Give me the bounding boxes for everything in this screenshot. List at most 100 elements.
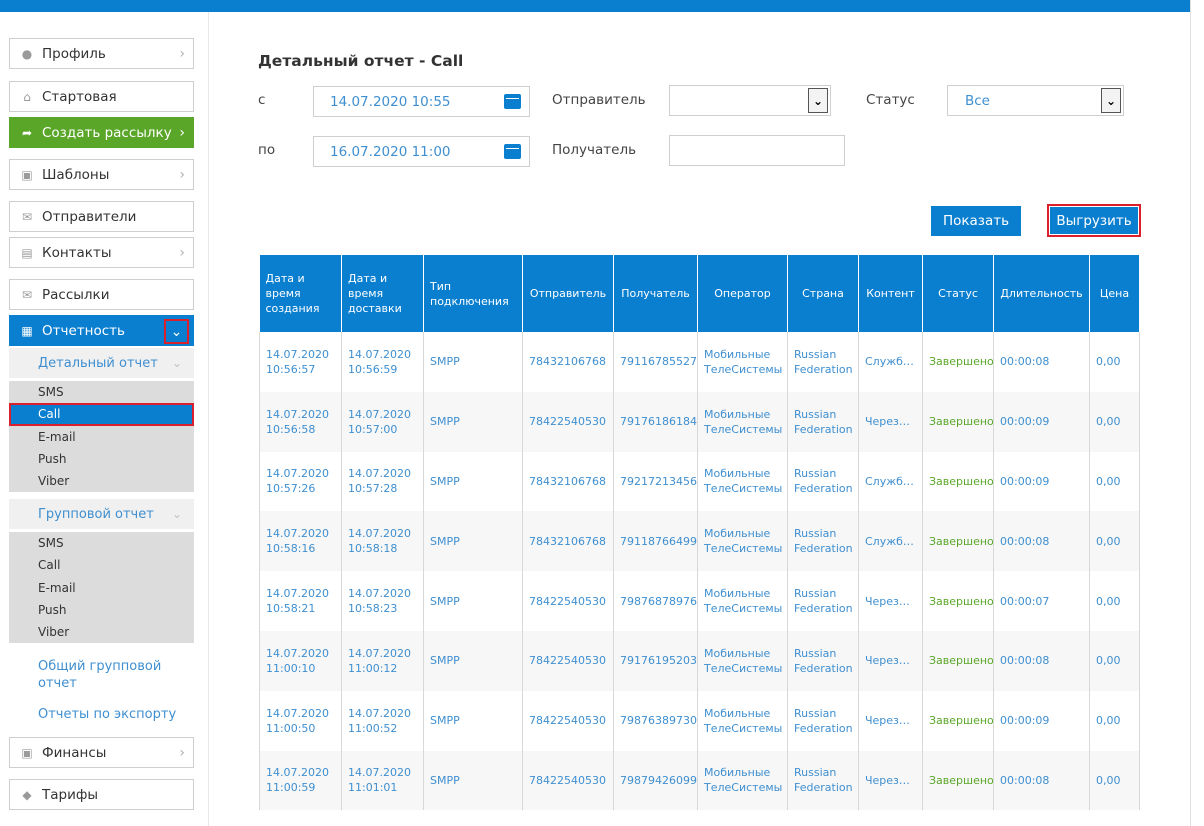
column-header-operator[interactable]: Оператор [697, 255, 788, 332]
sidebar-item-label: Тарифы [42, 786, 99, 803]
column-header-country[interactable]: Страна [787, 255, 859, 332]
cell-recipient: 79879426099 [613, 750, 698, 811]
status-select-value: Все [965, 92, 990, 109]
table-row[interactable]: 14.07.2020 10:58:21 14.07.2020 10:58:23 SM… [259, 571, 1140, 631]
column-header-status[interactable]: Статус [922, 255, 994, 332]
sidebar-item-detailed-push[interactable]: Push [38, 452, 67, 467]
cell-created: 14.07.2020 10:56:57 [259, 332, 342, 392]
cell-content: Через… [858, 750, 923, 811]
sidebar-item-label: Шаблоны [42, 166, 110, 183]
sidebar-item-tariffs[interactable]: ◆ Тарифы [9, 779, 194, 810]
sender-select[interactable]: ⌄ [669, 85, 831, 116]
column-header-sender[interactable]: Отправитель [522, 255, 614, 332]
recipient-input[interactable] [669, 135, 845, 166]
to-label: по [258, 142, 276, 158]
cell-delivered: 14.07.2020 10:56:59 [341, 332, 424, 392]
sidebar-item-label: Финансы [42, 744, 107, 761]
cell-country: Russian Federation [787, 690, 859, 751]
sidebar-detailed-report[interactable]: Детальный отчет ⌄ [9, 348, 194, 378]
cell-duration: 00:00:09 [993, 391, 1090, 452]
show-button[interactable]: Показать [931, 206, 1021, 236]
table-row[interactable]: 14.07.2020 10:58:16 14.07.2020 10:58:18 SM… [259, 511, 1140, 572]
sidebar-item-detailed-call[interactable]: Call [9, 403, 194, 426]
status-select[interactable]: Все ⌄ [947, 85, 1124, 116]
cell-sender: 78422540530 [522, 571, 614, 631]
cell-price: 0,00 [1089, 750, 1140, 811]
cell-operator: Мобильные ТелеСистемы [697, 332, 788, 392]
top-bar [0, 0, 1204, 12]
date-from-input[interactable]: 14.07.2020 10:55 [313, 86, 530, 117]
sidebar-item-group-call[interactable]: Call [38, 558, 61, 573]
sidebar-item-start[interactable]: ⌂ Стартовая [9, 81, 194, 112]
cell-country: Russian Federation [787, 391, 859, 452]
cell-sender: 78422540530 [522, 630, 614, 691]
column-header-price[interactable]: Цена [1089, 255, 1140, 332]
sidebar-item-group-email[interactable]: E-mail [38, 580, 76, 595]
cell-sender: 78422540530 [522, 690, 614, 751]
sidebar-item-templates[interactable]: ▣ Шаблоны › [9, 159, 194, 190]
cell-delivered: 14.07.2020 11:01:01 [341, 750, 424, 811]
table-row[interactable]: 14.07.2020 11:00:50 14.07.2020 11:00:52 SM… [259, 690, 1140, 751]
column-header-connection-type[interactable]: Тип подключения [423, 255, 523, 332]
chevron-right-icon: › [179, 46, 185, 62]
sidebar-item-reports[interactable]: ▦ Отчетность ⌄ [9, 315, 194, 346]
chevron-right-icon: › [179, 125, 185, 141]
column-header-delivered[interactable]: Дата и время доставки [341, 255, 424, 332]
cell-status: Завершено [922, 571, 994, 631]
sidebar-item-detailed-email[interactable]: E-mail [38, 429, 76, 444]
table-header-row: Дата и время создания Дата и время доста… [259, 255, 1140, 332]
cell-sender: 78432106768 [522, 332, 614, 392]
sidebar-item-group-viber[interactable]: Viber [38, 625, 70, 640]
sidebar-link-export-reports[interactable]: Отчеты по экспорту [38, 707, 177, 722]
sidebar-item-label: Рассылки [42, 286, 110, 303]
cell-status: Завершено [922, 451, 994, 512]
cell-price: 0,00 [1089, 451, 1140, 512]
chevron-down-icon: ⌄ [171, 507, 182, 521]
date-to-input[interactable]: 16.07.2020 11:00 [313, 136, 530, 167]
cell-content: Через… [858, 391, 923, 452]
sidebar-subheader-label: Групповой отчет [38, 506, 154, 522]
sidebar-item-create-mailing[interactable]: ➦ Создать рассылку › [9, 117, 194, 148]
sidebar-item-detailed-sms[interactable]: SMS [38, 385, 64, 400]
sidebar-group-report[interactable]: Групповой отчет ⌄ [9, 499, 194, 529]
cell-recipient: 79116785527 [613, 332, 698, 392]
sidebar-item-group-push[interactable]: Push [38, 603, 67, 618]
contact-card-icon: ▤ [21, 245, 33, 260]
document-icon: ▣ [21, 167, 33, 182]
sidebar-item-profile[interactable]: ● Профиль › [9, 38, 194, 69]
table-row[interactable]: 14.07.2020 11:00:10 14.07.2020 11:00:12 SM… [259, 630, 1140, 691]
cell-duration: 00:00:09 [993, 690, 1090, 751]
table-row[interactable]: 14.07.2020 11:00:59 14.07.2020 11:01:01 SM… [259, 750, 1140, 811]
sidebar-item-detailed-viber[interactable]: Viber [38, 474, 70, 489]
sidebar-link-general-group-report[interactable]: Общий групповой отчет [38, 659, 162, 691]
cell-created: 14.07.2020 10:56:58 [259, 391, 342, 452]
sidebar-item-finance[interactable]: ▣ Финансы › [9, 737, 194, 768]
column-header-duration[interactable]: Длительность [993, 255, 1090, 332]
cell-created: 14.07.2020 10:58:16 [259, 511, 342, 572]
cell-duration: 00:00:08 [993, 750, 1090, 811]
calendar-icon[interactable] [504, 144, 521, 159]
cell-created: 14.07.2020 11:00:50 [259, 690, 342, 751]
page-title: Детальный отчет - Call [258, 52, 464, 70]
sidebar-item-group-sms[interactable]: SMS [38, 536, 64, 551]
column-header-created[interactable]: Дата и время создания [259, 255, 342, 332]
column-header-recipient[interactable]: Получатель [613, 255, 698, 332]
column-header-content[interactable]: Контент [858, 255, 923, 332]
cell-sender: 78432106768 [522, 451, 614, 512]
cell-price: 0,00 [1089, 571, 1140, 631]
sidebar-item-senders[interactable]: ✉ Отправители [9, 201, 194, 232]
table-row[interactable]: 14.07.2020 10:56:58 14.07.2020 10:57:00 SM… [259, 391, 1140, 452]
table-row[interactable]: 14.07.2020 10:57:26 14.07.2020 10:57:28 SM… [259, 451, 1140, 512]
cell-country: Russian Federation [787, 571, 859, 631]
chevron-down-icon[interactable]: ⌄ [164, 319, 189, 344]
sidebar-item-mailings[interactable]: ✉ Рассылки [9, 279, 194, 310]
export-button[interactable]: Выгрузить [1047, 204, 1141, 237]
sidebar-item-contacts[interactable]: ▤ Контакты › [9, 237, 194, 268]
cell-connection-type: SMPP [423, 391, 523, 452]
table-row[interactable]: 14.07.2020 10:56:57 14.07.2020 10:56:59 SM… [259, 332, 1140, 392]
cell-content: Служб… [858, 451, 923, 512]
cell-status: Завершено [922, 332, 994, 392]
calendar-icon[interactable] [504, 94, 521, 109]
sidebar-item-label: Стартовая [42, 88, 117, 105]
cell-operator: Мобильные ТелеСистемы [697, 391, 788, 452]
